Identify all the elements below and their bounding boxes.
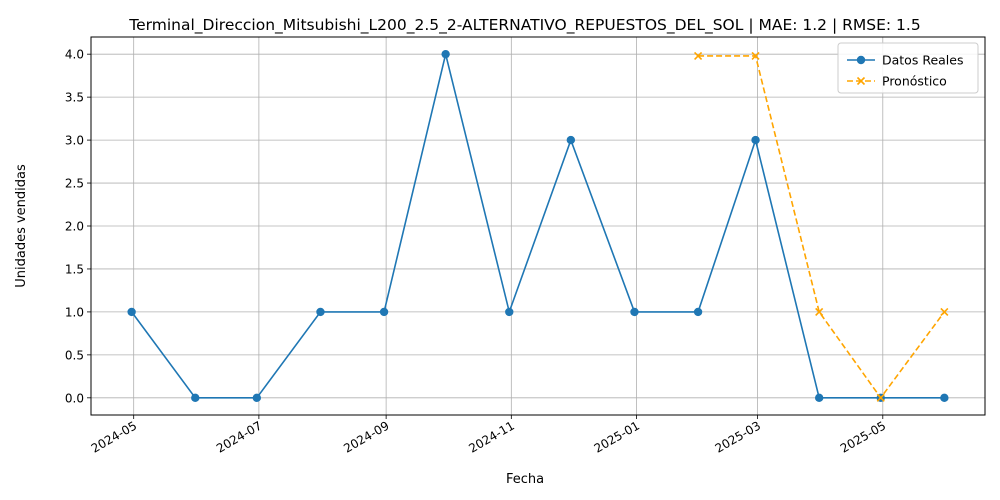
marker-stroke — [815, 307, 824, 316]
data-point — [815, 307, 824, 316]
x-tick-label: 2024-11 — [466, 418, 516, 455]
axes: 0.0 0.5 1.0 1.5 2.0 2.5 3.0 3.5 4.0 2024-05 2024-0… — [65, 48, 888, 456]
data-point — [441, 49, 450, 59]
data-point — [252, 393, 262, 403]
y-tick-label: 0.5 — [65, 348, 84, 362]
series-line-2 — [698, 55, 946, 400]
legend: Datos Reales Pronóstico — [837, 42, 979, 94]
marker-stroke — [940, 307, 949, 316]
data-point — [630, 307, 639, 317]
legend-label: Datos Reales — [882, 53, 963, 68]
x-tick-label: 2024-05 — [89, 418, 139, 455]
marker-stroke — [751, 51, 760, 60]
data-point — [505, 307, 514, 317]
x-tick-label: 2024-07 — [214, 418, 264, 455]
data-point — [566, 135, 576, 145]
x-axis-label: Fecha — [506, 472, 544, 487]
data-point — [940, 393, 949, 403]
series-line-1 — [130, 53, 945, 399]
y-tick-label: 3.0 — [65, 134, 84, 148]
y-tick-label: 2.5 — [65, 177, 84, 191]
data-point — [814, 393, 824, 403]
x-tick-label: 2025-05 — [838, 418, 888, 455]
marker-stroke — [876, 393, 885, 402]
y-tick-label: 4.0 — [65, 48, 84, 62]
legend-box — [837, 42, 979, 94]
legend-marker — [856, 55, 866, 65]
legend-marker — [856, 76, 866, 86]
data-point — [694, 51, 703, 60]
data-point — [751, 135, 760, 145]
series-layer — [127, 49, 949, 403]
y-tick-label: 3.5 — [65, 91, 84, 105]
x-tick-label: 2024-09 — [341, 418, 391, 455]
marker-stroke — [694, 51, 703, 60]
y-tick-label: 1.0 — [65, 305, 84, 319]
data-point — [940, 307, 949, 316]
data-point — [751, 51, 760, 60]
data-point — [876, 393, 885, 402]
data-point — [127, 307, 136, 317]
y-axis-label: Unidades vendidas — [14, 164, 29, 288]
legend-label: Pronóstico — [882, 74, 947, 89]
data-point — [316, 307, 325, 317]
data-point — [693, 307, 703, 317]
data-point — [379, 307, 389, 317]
y-tick-label: 1.5 — [65, 262, 84, 276]
grid-lines — [91, 37, 985, 415]
x-tick-label: 2025-01 — [592, 418, 642, 455]
x-tick-label: 2025-03 — [713, 418, 763, 455]
data-point — [191, 393, 200, 403]
y-tick-label: 2.0 — [65, 220, 84, 234]
y-tick-label: 0.0 — [65, 391, 84, 405]
chart-title: Terminal_Direccion_Mitsubishi_L200_2.5_2… — [128, 16, 920, 35]
